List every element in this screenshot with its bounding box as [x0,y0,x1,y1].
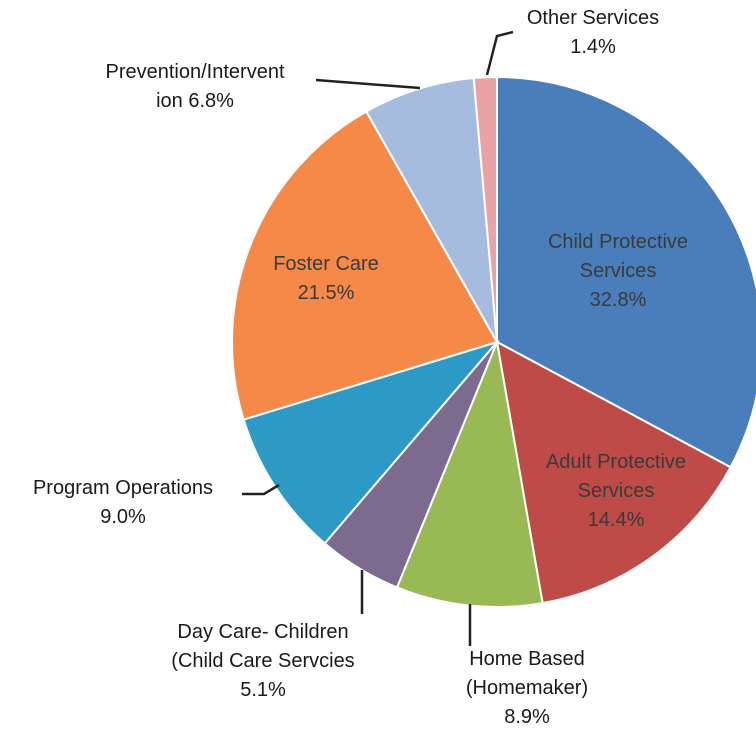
slice-label-day-care-children-child-care-servcies: Day Care- Children (Child Care Servcies 5.… [171,621,354,701]
slice-label-prevention-intervent-ion: Prevention/Intervent ion 6.8% [106,61,285,112]
slice-label-home-based-homemaker: Home Based (Homemaker) 8.9% [466,648,588,728]
pie-slices [232,77,756,607]
leader-line-prevention-intervent-ion [316,80,420,88]
slice-label-program-operations: Program Operations 9.0% [33,477,213,528]
leader-line-other-services [487,32,513,75]
slice-label-other-services: Other Services 1.4% [527,7,659,58]
